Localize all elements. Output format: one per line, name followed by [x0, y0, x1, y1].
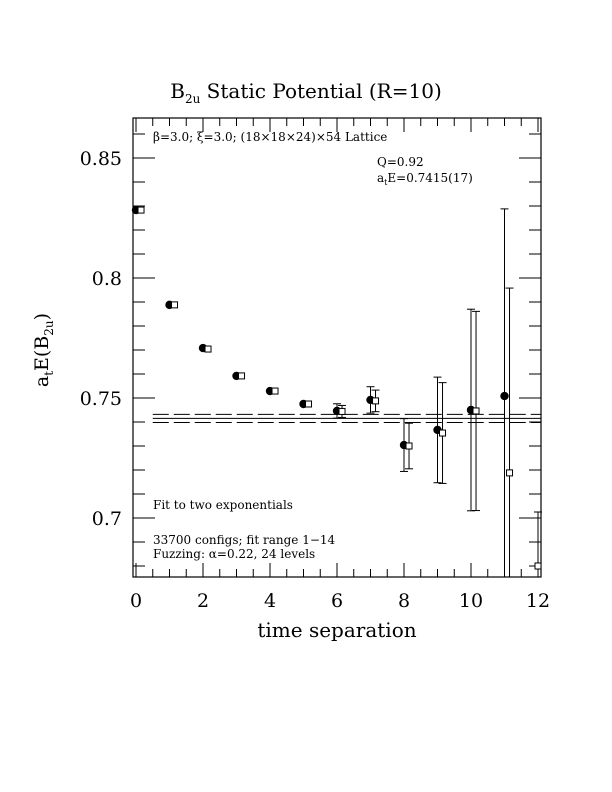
x-axis-label: time separation	[257, 618, 416, 642]
fit-point	[305, 400, 313, 408]
fit-point	[137, 206, 145, 214]
fit-point	[171, 301, 179, 309]
annotation-configs: 33700 configs; fit range 1−14	[153, 533, 336, 547]
x-tick-label: 4	[264, 590, 276, 612]
data-point	[500, 391, 509, 401]
fit-point	[271, 387, 279, 395]
x-tick-label: 6	[331, 590, 343, 612]
annotation-fit: Fit to two exponentials	[153, 498, 293, 512]
annotation-lattice: β=3.0; ξ=3.0; (18×18×24)×54 Lattice	[153, 130, 387, 144]
fit-point	[204, 345, 212, 353]
y-tick-label: 0.75	[80, 388, 122, 410]
fit-point	[439, 429, 447, 437]
y-tick-label: 0.7	[92, 508, 122, 530]
chart-title: B2u Static Potential (R=10)	[170, 79, 442, 106]
annotation-energy: atE=0.7415(17)	[377, 171, 473, 187]
x-tick-label: 10	[459, 590, 483, 612]
x-tick-label: 8	[398, 590, 410, 612]
fit-point	[372, 397, 380, 405]
fit-point	[534, 562, 542, 570]
x-tick-label: 12	[526, 590, 550, 612]
fit-point	[405, 442, 413, 450]
fit-point	[338, 407, 346, 415]
y-axis-label: atE(B2u)	[31, 313, 56, 387]
y-tick-label: 0.85	[80, 148, 122, 170]
x-tick-label: 0	[130, 590, 142, 612]
annotation-fuzzing: Fuzzing: α=0.22, 24 levels	[153, 547, 315, 561]
fit-point	[472, 407, 480, 415]
annotation-q: Q=0.92	[377, 155, 424, 169]
x-tick-label: 2	[197, 590, 209, 612]
fit-point	[506, 469, 514, 477]
y-tick-label: 0.8	[92, 268, 122, 290]
fit-point	[238, 372, 246, 380]
